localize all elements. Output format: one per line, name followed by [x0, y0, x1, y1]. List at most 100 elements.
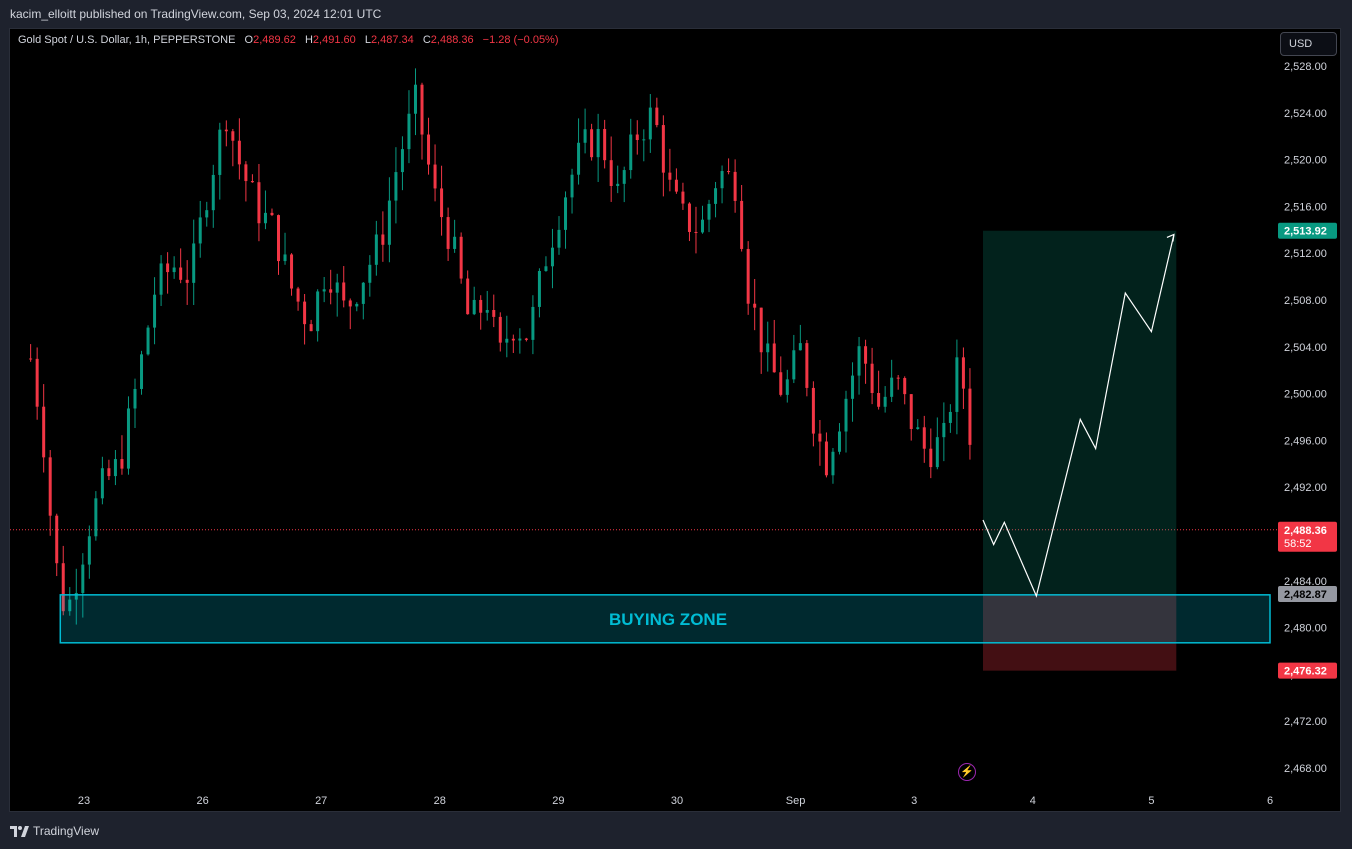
candle-body	[498, 316, 502, 343]
candle-body	[42, 406, 46, 458]
time-tick-label: 27	[315, 795, 327, 807]
candle-body	[727, 171, 731, 173]
time-tick-label: 6	[1267, 795, 1273, 807]
candle-body	[635, 134, 639, 141]
low-value: 2,487.34	[370, 34, 414, 46]
candle-body	[942, 422, 946, 438]
footer: TradingView	[0, 814, 1352, 849]
candle-body	[531, 306, 535, 340]
candle-body	[544, 266, 548, 271]
candle-body	[322, 289, 326, 292]
candle-body	[283, 254, 287, 262]
candle-body	[753, 303, 757, 308]
candle-body	[81, 564, 85, 593]
candle-body	[792, 350, 796, 380]
symbol-legend: Gold Spot / U.S. Dollar, 1h, PEPPERSTONE…	[18, 34, 559, 46]
candle-body	[811, 387, 815, 434]
candle-body	[374, 234, 378, 265]
time-tick-label: 28	[434, 795, 446, 807]
candle-body	[883, 396, 887, 407]
price-tick-label: 2,480.00	[1284, 623, 1327, 635]
candle-body	[329, 289, 333, 293]
price-tick-label: 2,472.00	[1284, 716, 1327, 728]
candle-body	[837, 431, 841, 452]
countdown-label: 58:52	[1284, 538, 1312, 550]
candle-body	[113, 459, 117, 477]
candle-body	[61, 563, 65, 612]
candle-body	[87, 536, 91, 565]
candle-body	[48, 457, 52, 516]
candle-body	[896, 377, 900, 379]
publisher-text: kacim_elloitt published on TradingView.c…	[10, 7, 382, 21]
price-tick-label: 2,516.00	[1284, 201, 1327, 213]
candle-body	[877, 393, 881, 407]
candle-body	[851, 375, 855, 399]
candle-body	[257, 182, 261, 224]
target-zone	[982, 230, 1177, 595]
candle-body	[622, 170, 626, 184]
position-shading	[982, 230, 1177, 671]
projection-path	[982, 234, 1175, 598]
price-axis[interactable]: 2,468.002,472.002,476.002,480.002,484.00…	[1278, 61, 1337, 775]
candle-body	[642, 139, 646, 141]
candle-body	[440, 188, 444, 218]
buying-zone-label: BUYING ZONE	[609, 610, 727, 629]
candle-body	[805, 343, 809, 388]
candle-body	[361, 282, 365, 304]
candle-body	[798, 343, 802, 351]
close-label: C	[422, 34, 431, 46]
stop-price-label: 2,476.32	[1284, 666, 1327, 678]
candle-body	[166, 263, 170, 273]
candles	[29, 68, 972, 625]
candle-body	[427, 134, 431, 165]
candle-body	[629, 134, 633, 171]
candle-body	[961, 357, 965, 389]
price-tick-label: 2,496.00	[1284, 435, 1327, 447]
candle-body	[231, 131, 235, 141]
candle-body	[211, 174, 215, 211]
candle-body	[120, 459, 124, 469]
candle-body	[818, 433, 822, 442]
entry-price-label: 2,482.87	[1284, 589, 1327, 601]
price-tick-label: 2,524.00	[1284, 108, 1327, 120]
candle-body	[511, 338, 515, 341]
candle-body	[707, 203, 711, 220]
drawings[interactable]: BUYING ZONE	[59, 233, 1271, 644]
candle-body	[472, 299, 476, 315]
price-tick-label: 2,512.00	[1284, 248, 1327, 260]
publisher-header: kacim_elloitt published on TradingView.c…	[0, 0, 1352, 28]
candle-body	[140, 354, 144, 389]
candle-body	[68, 599, 72, 612]
entry-price-label-bg	[1278, 586, 1337, 603]
candle-body	[700, 219, 704, 233]
time-axis[interactable]: 23 26 27 28 29 30 Sep 3 4 5 6	[78, 795, 1273, 807]
price-tick-label: 2,504.00	[1284, 342, 1327, 354]
lightning-icon[interactable]: ⚡	[958, 763, 976, 781]
candle-body	[303, 301, 307, 325]
candle-body	[277, 215, 281, 262]
time-tick-label: 26	[196, 795, 208, 807]
price-tick-label: 2,520.00	[1284, 155, 1327, 167]
chart-pane[interactable]	[9, 28, 1341, 812]
candle-body	[681, 191, 685, 204]
candle-body	[309, 324, 313, 332]
high-label: H	[304, 34, 313, 46]
candle-body	[355, 303, 359, 307]
high-value: 2,491.60	[312, 34, 356, 46]
candle-body	[720, 171, 724, 189]
candle-body	[674, 179, 678, 192]
candle-body	[518, 338, 522, 341]
candle-body	[779, 372, 783, 395]
candle-body	[714, 188, 718, 204]
candle-body	[596, 128, 600, 158]
time-tick-label: 30	[671, 795, 683, 807]
brand-name: TradingView	[33, 824, 100, 838]
candle-body	[296, 288, 300, 302]
candle-body	[609, 160, 613, 187]
currency-button[interactable]: USD	[1280, 32, 1337, 56]
candle-body	[459, 236, 463, 279]
candle-body	[603, 128, 607, 161]
candle-body	[433, 164, 437, 189]
candle-body	[126, 408, 130, 469]
